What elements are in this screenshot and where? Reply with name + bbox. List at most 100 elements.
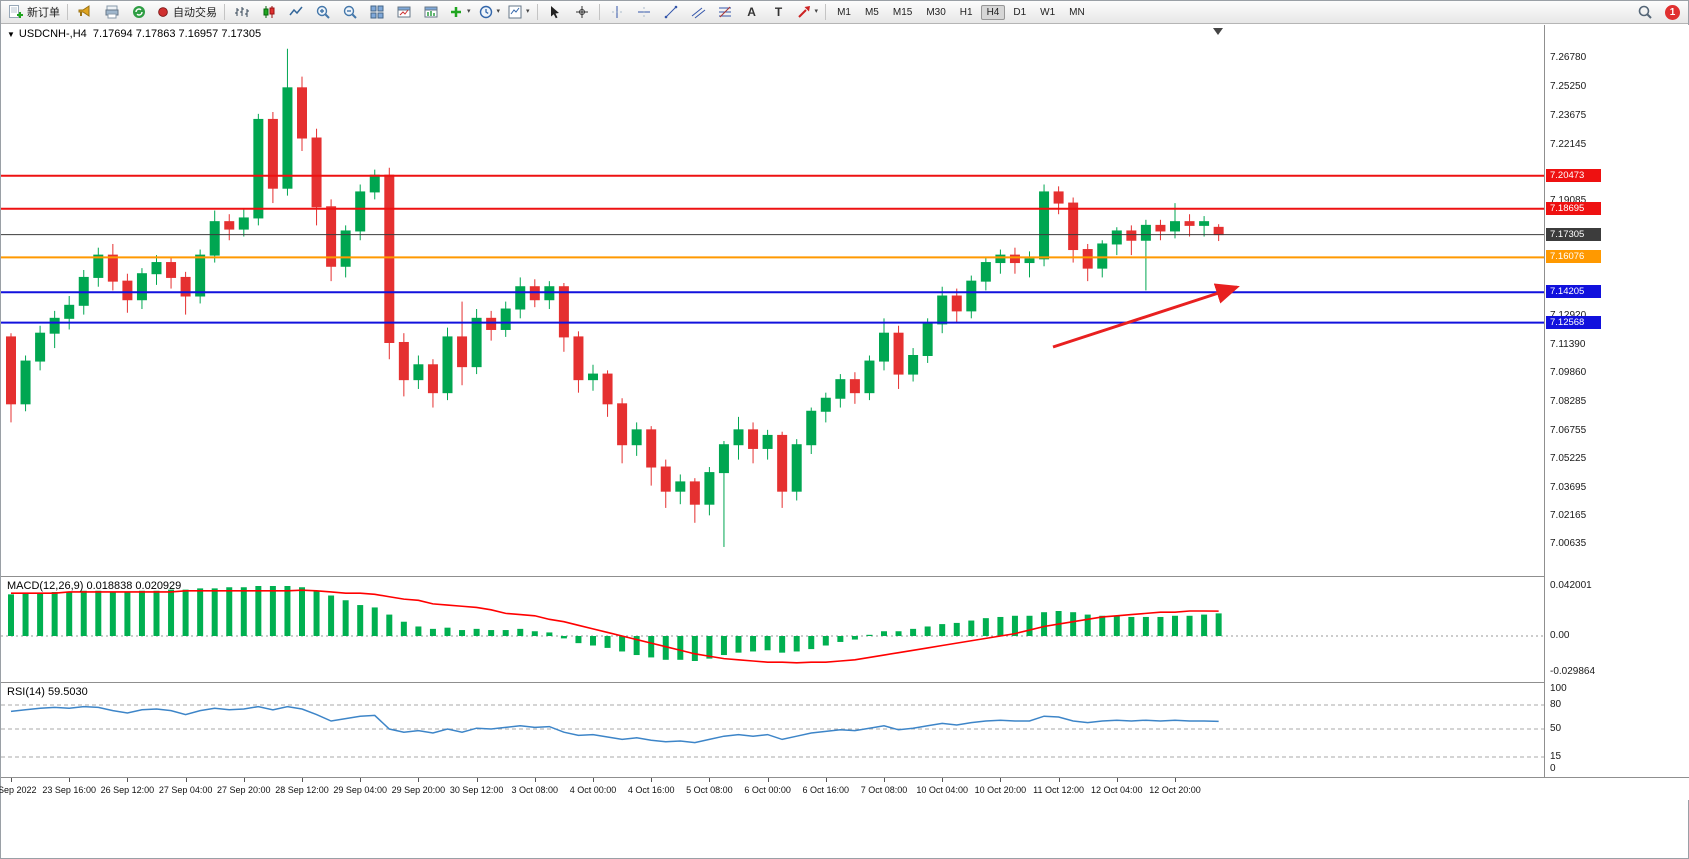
trendline-button[interactable]: [658, 2, 684, 22]
vertical-line-icon: [611, 6, 622, 18]
price-badge: 7.12568: [1546, 315, 1601, 329]
price-axis-label: 7.22145: [1550, 138, 1587, 150]
new-order-label: 新订单: [27, 7, 60, 19]
toolbar-right-group: 1: [1632, 2, 1680, 22]
time-axis-tick: [11, 778, 12, 782]
megaphone-button[interactable]: [72, 2, 98, 22]
bar-chart-icon: [235, 7, 249, 17]
notification-badge[interactable]: 1: [1665, 4, 1680, 20]
candlestick-chart-icon: [263, 6, 275, 18]
horizontal-line-button[interactable]: [631, 2, 657, 22]
refresh-globe-button[interactable]: [126, 2, 152, 22]
timeframe-group: M1 M5 M15 M30 H1 H4 D1 W1 MN: [830, 4, 1092, 20]
price-axis-label: 7.12920: [1550, 310, 1586, 322]
arrows-tool-button[interactable]: ▾: [793, 2, 822, 22]
time-axis-tick: [1000, 778, 1002, 782]
macd-chart[interactable]: [1, 577, 1544, 682]
timeframe-button-m5[interactable]: M5: [864, 6, 879, 18]
time-axis-label: 29 Sep 20:00: [391, 785, 446, 795]
cursor-icon: [550, 6, 559, 19]
printer-icon: [105, 5, 119, 19]
price-axis-label: 7.11390: [1550, 338, 1586, 350]
chart-window-button[interactable]: [391, 2, 417, 22]
crosshair-icon: [575, 6, 588, 18]
chart-shift-button[interactable]: [418, 2, 444, 22]
time-axis-tick: [1175, 778, 1176, 782]
price-axis-label: 7.26780: [1550, 52, 1587, 64]
chart-shift-marker[interactable]: [1213, 28, 1223, 35]
crosshair-button[interactable]: [569, 2, 595, 22]
cursor-button[interactable]: [542, 2, 568, 22]
toolbar-separator: [67, 4, 68, 20]
time-axis-label: 28 Sep 12:00: [275, 785, 329, 795]
rsi-axis-label: 15: [1550, 751, 1562, 762]
tile-windows-button[interactable]: [364, 2, 390, 22]
new-order-button[interactable]: 新订单: [5, 2, 63, 22]
price-axis[interactable]: 7.26780 7.25250 7.23675 7.22145 7.19085 7.129…: [1544, 25, 1689, 777]
zoom-out-icon: [343, 5, 357, 19]
rsi-axis-label: 100: [1550, 683, 1567, 694]
timeframe-button-d1[interactable]: D1: [1013, 6, 1027, 18]
timeframe-button-m30[interactable]: M30: [926, 6, 946, 18]
time-axis-tick: [767, 778, 769, 782]
channel-icon: [691, 7, 705, 19]
price-axis-label: 7.25250: [1550, 80, 1587, 92]
megaphone-icon: [78, 5, 90, 17]
toolbar-separator: [598, 4, 600, 20]
rsi-chart[interactable]: [1, 683, 1544, 777]
time-axis-tick: [884, 778, 885, 782]
bar-chart-button[interactable]: [229, 2, 255, 22]
timeframe-button-m15[interactable]: M15: [892, 6, 913, 18]
chart-shift-icon: [424, 6, 438, 18]
time-axis-label: 3 Oct 08:00: [511, 785, 559, 795]
indicators-button[interactable]: ▾: [445, 2, 474, 22]
rsi-axis-label: 80: [1550, 699, 1562, 710]
time-axis-tick: [302, 778, 303, 782]
timeframe-button-mn[interactable]: MN: [1069, 6, 1085, 18]
timeframe-button-m1[interactable]: M1: [837, 6, 851, 18]
zoom-in-button[interactable]: [310, 2, 336, 22]
horizontal-line-icon: [637, 7, 650, 17]
arrow-tool-icon: [797, 6, 810, 18]
time-axis-tick: [651, 778, 653, 782]
candlestick-chart-button[interactable]: [256, 2, 282, 22]
rsi-panel[interactable]: RSI(14) 59.5030: [1, 682, 1544, 777]
fibonacci-icon: [718, 6, 731, 18]
autotrading-button[interactable]: 自动交易: [153, 2, 220, 22]
price-badge: 7.17305: [1546, 227, 1601, 241]
price-axis-label: 7.08285: [1550, 396, 1587, 408]
templates-button[interactable]: ▾: [504, 2, 533, 22]
time-axis-tick: [942, 778, 944, 782]
periods-button[interactable]: ▾: [475, 2, 504, 22]
price-chart-panel[interactable]: ▼ USDCNH-,H4 7.17694 7.17863 7.16957 7.17…: [1, 25, 1544, 576]
candlestick-chart[interactable]: [1, 25, 1544, 576]
price-axis-label: 7.19085: [1550, 195, 1586, 207]
search-icon[interactable]: [1632, 2, 1658, 22]
fibonacci-button[interactable]: [712, 2, 738, 22]
text-tool-button[interactable]: A: [739, 2, 765, 22]
printer-button[interactable]: [99, 2, 125, 22]
price-axis-label: 7.06755: [1550, 424, 1587, 436]
chevron-down-icon: ▾: [526, 8, 530, 15]
timeframe-button-h4[interactable]: H4: [980, 4, 1006, 20]
macd-axis-label: -0.029864: [1550, 665, 1596, 677]
time-axis-tick: [1116, 778, 1118, 782]
time-axis-tick: [243, 778, 245, 782]
zoom-out-button[interactable]: [337, 2, 363, 22]
macd-panel[interactable]: MACD(12,26,9) 0.018838 0.020929: [1, 576, 1544, 682]
chevron-down-icon: ▾: [814, 8, 819, 15]
channel-button[interactable]: [685, 2, 711, 22]
vertical-line-button[interactable]: [604, 2, 630, 22]
label-tool-button[interactable]: T: [766, 2, 792, 22]
time-axis-tick: [593, 778, 594, 782]
timeframe-button-w1[interactable]: W1: [1040, 6, 1056, 18]
timeframe-button-h1[interactable]: H1: [959, 6, 973, 18]
indicators-plus-icon: [451, 7, 461, 17]
line-chart-button[interactable]: [283, 2, 309, 22]
price-axis-label: 7.02165: [1550, 510, 1587, 521]
time-axis-label: 4 Oct 00:00: [569, 785, 617, 795]
time-axis-label: 10 Oct 04:00: [916, 785, 968, 795]
time-axis-tick: [360, 778, 362, 782]
